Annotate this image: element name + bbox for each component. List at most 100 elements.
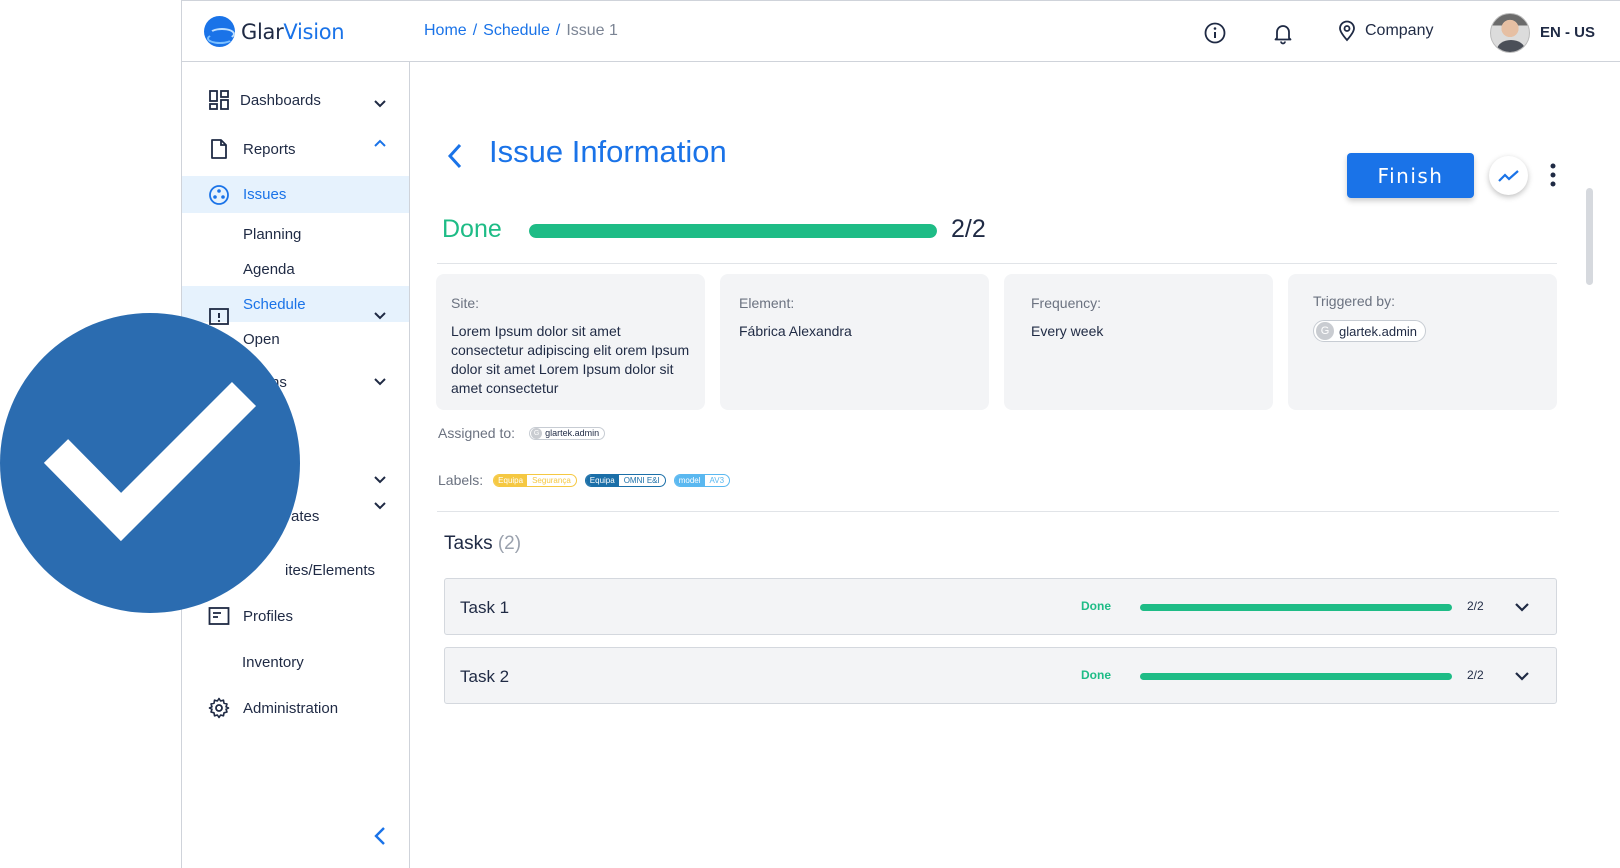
breadcrumb-home[interactable]: Home	[424, 22, 467, 39]
site-card: Site: Lorem Ipsum dolor sit amet consect…	[436, 274, 705, 410]
logo-icon	[204, 16, 235, 47]
tasks-title: Tasks (2)	[444, 533, 522, 554]
chevron-up-icon[interactable]	[372, 135, 388, 151]
chevron-down-icon[interactable]	[372, 498, 388, 514]
sidebar-item-dashboards[interactable]: Dashboards	[182, 82, 409, 118]
sidebar-item-administration[interactable]: Administration	[182, 690, 409, 726]
card-label: Triggered by:	[1313, 293, 1395, 309]
sidebar-item-label: Agenda	[243, 260, 295, 278]
user-name: glartek.admin	[545, 428, 600, 438]
sidebar-item-label: Open	[243, 330, 280, 348]
breadcrumb: Home / Schedule / Issue 1	[424, 22, 618, 40]
collapse-sidebar-icon[interactable]	[371, 825, 389, 847]
sidebar-item-agenda[interactable]: Agenda	[182, 251, 409, 287]
company-selector[interactable]: Company	[1337, 20, 1433, 42]
sidebar-item-schedule[interactable]: Schedule	[182, 286, 409, 325]
issues-icon	[209, 184, 229, 205]
document-icon	[211, 139, 227, 159]
page-title: Issue Information	[489, 134, 727, 169]
task-progress-fill	[1140, 673, 1452, 680]
card-value: Every week	[1031, 323, 1104, 339]
scrollbar[interactable]	[1586, 188, 1593, 285]
sidebar-item-profiles[interactable]: Profiles	[182, 598, 409, 634]
chevron-down-icon[interactable]	[1513, 598, 1531, 616]
card-label: Element:	[739, 295, 795, 311]
sidebar-item-issues[interactable]: Issues	[182, 176, 409, 213]
breadcrumb-separator: /	[555, 22, 561, 39]
label-tag[interactable]: model AV3	[673, 473, 731, 487]
user-avatar-letter: G	[1316, 322, 1334, 340]
task-row[interactable]: Task 2 Done 2/2	[444, 647, 1557, 704]
alert-calendar-icon	[209, 308, 229, 325]
sidebar-item-label: Schedule	[243, 295, 306, 313]
sidebar-item-reports[interactable]: Reports	[182, 131, 409, 167]
assigned-label: Assigned to:	[438, 425, 516, 441]
breadcrumb-current: Issue 1	[566, 22, 618, 39]
main-content: Issue Information Finish Done 2/2 Site: …	[411, 62, 1620, 868]
user-name: glartek.admin	[1339, 323, 1418, 339]
app-logo[interactable]: GlarVision	[204, 16, 345, 47]
task-name: Task 1	[460, 598, 510, 617]
sidebar-item-label: ates	[291, 507, 320, 525]
breadcrumb-separator: /	[472, 22, 478, 39]
task-row[interactable]: Task 1 Done 2/2	[444, 578, 1557, 635]
sidebar-item-label: Inventory	[242, 653, 304, 671]
sidebar-item-open[interactable]: Open	[182, 321, 409, 357]
issue-progress-fill	[529, 224, 937, 238]
sidebar-item-label: Administration	[243, 699, 339, 717]
label-tag[interactable]: Equipa Segurança	[493, 473, 577, 487]
checkmark-icon	[43, 381, 257, 542]
chevron-down-icon[interactable]	[1513, 667, 1531, 685]
frequency-card: Frequency: Every week	[1004, 274, 1273, 410]
element-card: Element: Fábrica Alexandra	[720, 274, 989, 410]
gear-icon	[208, 697, 230, 719]
sidebar-item-label: Dashboards	[240, 91, 321, 109]
sidebar-item-inventory[interactable]: Inventory	[182, 644, 409, 680]
task-status: Done	[1081, 599, 1111, 613]
top-bar: GlarVision Home / Schedule / Issue 1 Com…	[181, 0, 1620, 62]
sidebar-item-templates[interactable]: ates	[182, 498, 409, 534]
success-check-badge	[0, 313, 300, 613]
card-value: Lorem Ipsum dolor sit amet consectetur a…	[451, 323, 690, 396]
labels-row: Labels: Equipa Segurança Equipa OMNI E&I m…	[438, 472, 731, 488]
label-value: AV3	[709, 475, 725, 485]
label-value: Segurança	[532, 475, 571, 485]
sidebar-item-planning[interactable]: Planning	[182, 216, 409, 252]
label-value: OMNI E&I	[623, 475, 660, 485]
language-selector[interactable]: EN - US	[1540, 24, 1596, 41]
task-progress-bar	[1140, 673, 1452, 680]
chevron-down-icon[interactable]	[372, 472, 388, 488]
sidebar-item-collapsed[interactable]	[182, 462, 409, 498]
location-pin-icon	[1339, 20, 1355, 42]
label-tag[interactable]: Equipa OMNI E&I	[584, 473, 666, 487]
company-label: Company	[1365, 22, 1434, 39]
card-value: Fábrica Alexandra	[739, 323, 852, 339]
trend-button[interactable]	[1489, 156, 1528, 195]
task-count: 2/2	[1467, 668, 1484, 682]
card-label: Frequency:	[1031, 295, 1102, 311]
task-status: Done	[1081, 668, 1111, 682]
finish-button[interactable]: Finish	[1347, 153, 1474, 198]
chevron-down-icon[interactable]	[372, 308, 388, 324]
info-icon[interactable]	[1203, 21, 1227, 45]
chevron-down-icon[interactable]	[372, 96, 388, 112]
more-options-icon[interactable]	[1550, 163, 1556, 187]
task-name: Task 2	[460, 667, 510, 686]
tasks-count: (2)	[497, 533, 522, 554]
bell-icon[interactable]	[1271, 21, 1295, 45]
sidebar-item-sites-elements[interactable]: ites/Elements	[182, 552, 409, 588]
logo-text: GlarVision	[241, 19, 345, 44]
task-progress-bar	[1140, 604, 1452, 611]
chevron-down-icon[interactable]	[372, 374, 388, 390]
label-key: Equipa	[494, 474, 528, 486]
breadcrumb-schedule[interactable]: Schedule	[483, 22, 550, 39]
back-arrow-icon[interactable]	[444, 141, 466, 171]
sidebar-item-label: ites/Elements	[285, 561, 376, 579]
divider	[437, 511, 1559, 512]
user-avatar[interactable]	[1490, 13, 1530, 53]
label-key: model	[674, 474, 705, 486]
